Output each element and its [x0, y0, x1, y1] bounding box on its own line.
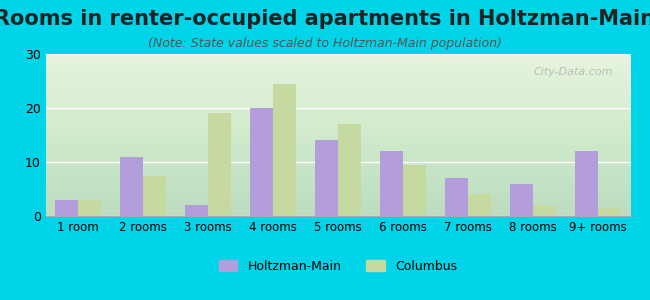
Bar — [143, 176, 166, 216]
Bar — [55, 200, 78, 216]
Bar — [315, 140, 338, 216]
Bar — [120, 157, 143, 216]
Bar — [338, 124, 361, 216]
Bar — [250, 108, 273, 216]
Bar — [533, 205, 556, 216]
Text: Rooms in renter-occupied apartments in Holtzman-Main: Rooms in renter-occupied apartments in H… — [0, 9, 650, 29]
Bar — [380, 151, 403, 216]
Bar — [185, 205, 208, 216]
Bar — [598, 208, 621, 216]
Bar — [575, 151, 598, 216]
Bar — [273, 84, 296, 216]
Text: (Note: State values scaled to Holtzman-Main population): (Note: State values scaled to Holtzman-M… — [148, 38, 502, 50]
Bar — [403, 165, 426, 216]
Bar — [468, 194, 491, 216]
Text: City-Data.com: City-Data.com — [534, 67, 613, 77]
Bar — [510, 184, 533, 216]
Legend: Holtzman-Main, Columbus: Holtzman-Main, Columbus — [214, 255, 462, 278]
Bar — [208, 113, 231, 216]
Bar — [445, 178, 468, 216]
Bar — [78, 200, 101, 216]
